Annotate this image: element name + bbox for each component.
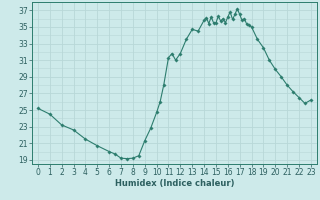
X-axis label: Humidex (Indice chaleur): Humidex (Indice chaleur): [115, 179, 234, 188]
